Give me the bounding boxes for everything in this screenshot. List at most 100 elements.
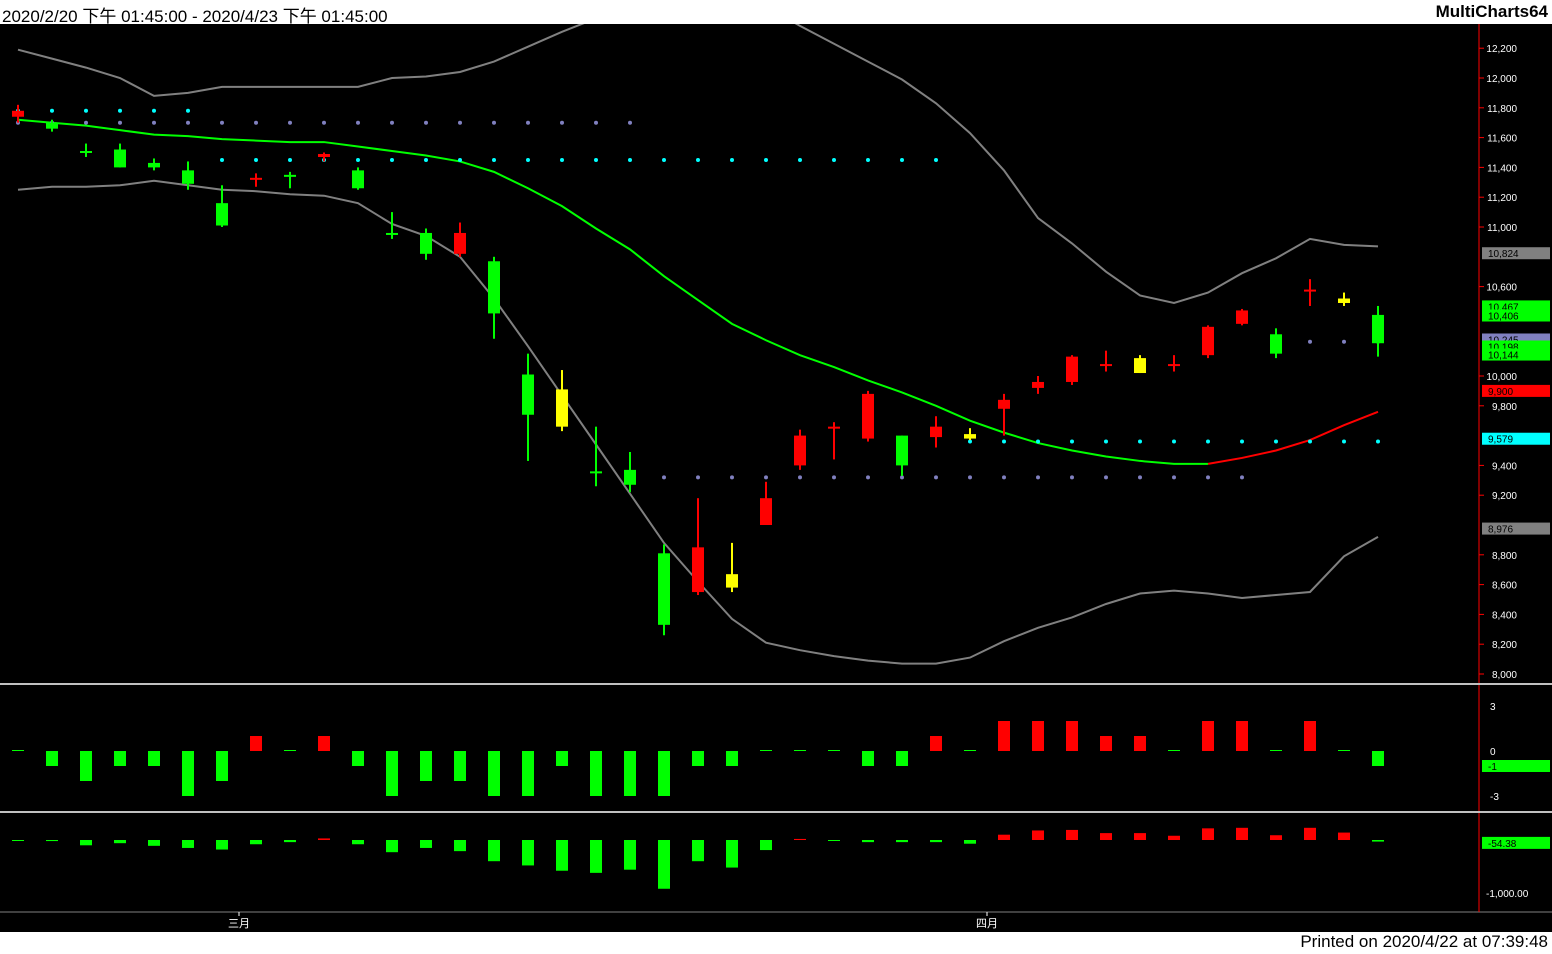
- price-tag-label: 10,144: [1488, 351, 1519, 362]
- candle-body: [284, 174, 296, 177]
- signal-dot: [628, 157, 632, 162]
- oscillator-bar: [1066, 721, 1078, 751]
- signal-dot: [866, 157, 870, 162]
- signal-dot: [356, 120, 360, 125]
- oscillator-bar: [454, 751, 466, 781]
- candle-body: [964, 434, 976, 439]
- signal-dot: [1070, 439, 1074, 444]
- oscillator-panel-1[interactable]: 3 0 -3 -1: [12, 702, 1550, 803]
- signal-dot: [1138, 475, 1142, 480]
- signal-dot: [764, 475, 768, 480]
- price-tag: [1482, 384, 1550, 397]
- oscillator-bar: [454, 840, 466, 852]
- candle-body: [148, 162, 160, 168]
- signal-dot: [1172, 439, 1176, 444]
- candle-body: [386, 232, 398, 235]
- candle-body: [250, 177, 262, 180]
- x-tick-label: 四月: [976, 918, 998, 930]
- signal-dot: [832, 157, 836, 162]
- oscillator-bar: [250, 736, 262, 751]
- oscillator-bar: [80, 840, 92, 846]
- candle-body: [760, 498, 772, 525]
- y-tick-label: 11,400: [1487, 163, 1517, 174]
- signal-dot: [424, 120, 428, 125]
- price-tag-label: 9,579: [1488, 435, 1513, 446]
- signal-dot: [1274, 439, 1278, 444]
- oscillator-bar: [794, 838, 806, 840]
- signal-dot: [50, 108, 54, 113]
- candle-body: [114, 149, 126, 168]
- signal-dot: [968, 475, 972, 480]
- signal-dot: [288, 120, 292, 125]
- signal-dot: [424, 157, 428, 162]
- signal-dot: [186, 108, 190, 113]
- signal-dot: [220, 157, 224, 162]
- oscillator-bar: [46, 840, 58, 842]
- oscillator-bar: [352, 751, 364, 766]
- oscillator-bar: [658, 840, 670, 889]
- oscillator-bar: [148, 840, 160, 846]
- x-tick-label: 三月: [228, 918, 250, 930]
- oscillator-bar: [794, 750, 806, 751]
- oscillator-bar: [930, 736, 942, 751]
- oscillator-bar: [114, 751, 126, 766]
- oscillator-bar: [1338, 832, 1350, 840]
- candle-body: [488, 261, 500, 314]
- candle-body: [318, 153, 330, 157]
- signal-dot: [254, 157, 258, 162]
- signal-dot: [458, 120, 462, 125]
- y-tick-label: 8,400: [1492, 610, 1517, 621]
- oscillator-bar: [692, 840, 704, 862]
- price-tag: [1482, 522, 1550, 535]
- signal-dot: [1002, 439, 1006, 444]
- signal-dot: [1308, 439, 1312, 444]
- signal-dot: [254, 120, 258, 125]
- oscillator-bar: [1202, 721, 1214, 751]
- oscillator-bar: [862, 751, 874, 766]
- oscillator-bar: [284, 750, 296, 751]
- price-tag-label: -54.38: [1488, 839, 1517, 850]
- signal-dot: [84, 120, 88, 125]
- signal-dot: [356, 157, 360, 162]
- y-tick-label: 8,600: [1492, 581, 1517, 592]
- signal-dot: [1104, 475, 1108, 480]
- signal-dot: [152, 120, 156, 125]
- oscillator-bar: [216, 751, 228, 781]
- oscillator-bar: [1032, 721, 1044, 751]
- y-tick-label: -3: [1490, 792, 1499, 803]
- oscillator-bar: [896, 751, 908, 766]
- chart-canvas[interactable]: 8,000 8,200 8,400 8,600 8,800 9,200 9,400 9,800…: [0, 24, 1552, 932]
- candle-body: [1338, 298, 1350, 303]
- signal-dot: [560, 157, 564, 162]
- y-tick-label: 10,600: [1486, 283, 1517, 294]
- oscillator-bar: [624, 840, 636, 870]
- oscillator-bar: [420, 751, 432, 781]
- signal-dot: [934, 475, 938, 480]
- oscillator-bar: [658, 751, 670, 796]
- signal-dot: [1376, 439, 1380, 444]
- oscillator-bar: [998, 834, 1010, 840]
- signal-dot: [1206, 439, 1210, 444]
- y-tick-label: 11,600: [1487, 134, 1517, 145]
- signal-dot: [1240, 439, 1244, 444]
- signal-dot: [1036, 439, 1040, 444]
- price-tag-label: 9,900: [1488, 387, 1513, 398]
- signal-dot: [492, 120, 496, 125]
- date-range-header: 2020/2/20 下午 01:45:00 - 2020/4/23 下午 01:…: [2, 7, 388, 26]
- oscillator-bar: [1304, 721, 1316, 751]
- candle-body: [998, 399, 1010, 409]
- signal-dot: [900, 157, 904, 162]
- candle-body: [1032, 381, 1044, 388]
- oscillator-panel-2[interactable]: -1,000.00 -54.38: [12, 827, 1550, 900]
- candle-body: [454, 232, 466, 254]
- candle-body: [1270, 334, 1282, 354]
- y-tick-label: 9,800: [1492, 402, 1517, 413]
- candle-body: [1236, 310, 1248, 324]
- mid-band-line: [17, 118, 1208, 465]
- oscillator-bar: [930, 840, 942, 843]
- price-panel[interactable]: 8,000 8,200 8,400 8,600 8,800 9,200 9,400 9,800…: [12, 24, 1550, 681]
- price-tag: [1482, 348, 1550, 361]
- oscillator-bar: [896, 840, 908, 843]
- oscillator-bar: [1168, 750, 1180, 751]
- candle-body: [658, 553, 670, 625]
